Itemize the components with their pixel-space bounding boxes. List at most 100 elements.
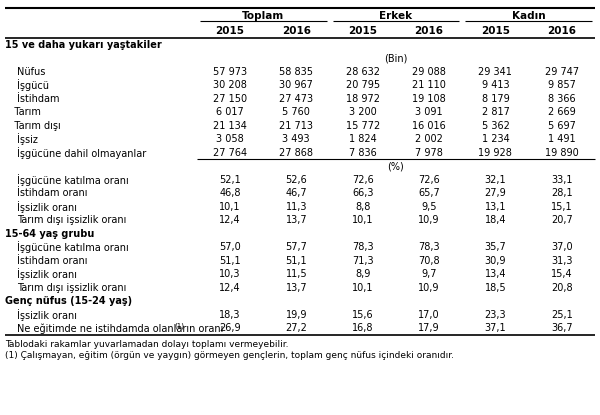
Text: 30,9: 30,9: [485, 256, 506, 266]
Text: 10,1: 10,1: [352, 215, 373, 225]
Text: İşgücüne katılma oranı: İşgücüne katılma oranı: [17, 241, 129, 253]
Text: 46,7: 46,7: [286, 188, 307, 198]
Text: 27 868: 27 868: [280, 148, 313, 158]
Text: 10,9: 10,9: [418, 283, 440, 293]
Text: 28,1: 28,1: [551, 188, 572, 198]
Text: 20 795: 20 795: [346, 80, 380, 90]
Text: 2 817: 2 817: [482, 107, 509, 117]
Text: 2016: 2016: [282, 26, 311, 36]
Text: 17,0: 17,0: [418, 310, 440, 320]
Text: Ne eğitimde ne istihdamda olanların oranı: Ne eğitimde ne istihdamda olanların oran…: [17, 323, 223, 334]
Text: 9,7: 9,7: [421, 269, 437, 279]
Text: 57,0: 57,0: [219, 242, 241, 252]
Text: Genç nüfus (15-24 yaş): Genç nüfus (15-24 yaş): [5, 296, 132, 306]
Text: İşgücüne katılma oranı: İşgücüne katılma oranı: [17, 174, 129, 186]
Text: 18,3: 18,3: [219, 310, 241, 320]
Text: Tarım dışı işsizlik oranı: Tarım dışı işsizlik oranı: [17, 283, 127, 293]
Text: Tarım dışı işsizlik oranı: Tarım dışı işsizlik oranı: [17, 215, 127, 225]
Text: 2015: 2015: [481, 26, 510, 36]
Text: İstihdam oranı: İstihdam oranı: [17, 256, 88, 266]
Text: 9 413: 9 413: [482, 80, 509, 90]
Text: 13,7: 13,7: [286, 215, 307, 225]
Text: 32,1: 32,1: [485, 175, 506, 185]
Text: 5 697: 5 697: [548, 121, 576, 131]
Text: (Bin): (Bin): [384, 53, 407, 63]
Text: 30 208: 30 208: [213, 80, 247, 90]
Text: 11,5: 11,5: [286, 269, 307, 279]
Text: Nüfus: Nüfus: [17, 67, 46, 77]
Text: 19 928: 19 928: [479, 148, 512, 158]
Text: 18,4: 18,4: [485, 215, 506, 225]
Text: 29 341: 29 341: [479, 67, 512, 77]
Text: 26,9: 26,9: [219, 323, 241, 333]
Text: 7 978: 7 978: [415, 148, 443, 158]
Text: 1 491: 1 491: [548, 134, 575, 144]
Text: 10,9: 10,9: [418, 215, 440, 225]
Text: 8 179: 8 179: [482, 94, 509, 104]
Text: 51,1: 51,1: [219, 256, 241, 266]
Text: İşsizlik oranı: İşsizlik oranı: [17, 309, 77, 321]
Text: 15 772: 15 772: [346, 121, 380, 131]
Text: (%): (%): [388, 161, 404, 171]
Text: Kadın: Kadın: [512, 11, 545, 21]
Text: 51,1: 51,1: [286, 256, 307, 266]
Text: 36,7: 36,7: [551, 323, 572, 333]
Text: 9,5: 9,5: [421, 202, 437, 212]
Text: 27 150: 27 150: [213, 94, 247, 104]
Text: 35,7: 35,7: [485, 242, 506, 252]
Text: 30 967: 30 967: [280, 80, 313, 90]
Text: 27,2: 27,2: [286, 323, 307, 333]
Text: 78,3: 78,3: [352, 242, 373, 252]
Text: 29 747: 29 747: [545, 67, 579, 77]
Text: 13,7: 13,7: [286, 283, 307, 293]
Text: İşgücü: İşgücü: [17, 79, 49, 91]
Text: 10,1: 10,1: [352, 283, 373, 293]
Text: 9 857: 9 857: [548, 80, 576, 90]
Text: 28 632: 28 632: [346, 67, 380, 77]
Text: 57 973: 57 973: [213, 67, 247, 77]
Text: 11,3: 11,3: [286, 202, 307, 212]
Text: 20,8: 20,8: [551, 283, 572, 293]
Text: 65,7: 65,7: [418, 188, 440, 198]
Text: Tarım dışı: Tarım dışı: [5, 121, 61, 131]
Text: 46,8: 46,8: [219, 188, 241, 198]
Text: 15,6: 15,6: [352, 310, 373, 320]
Text: 71,3: 71,3: [352, 256, 373, 266]
Text: 58 835: 58 835: [280, 67, 313, 77]
Text: 3 091: 3 091: [415, 107, 443, 117]
Text: 13,4: 13,4: [485, 269, 506, 279]
Text: 2015: 2015: [215, 26, 244, 36]
Text: 16 016: 16 016: [412, 121, 446, 131]
Text: 72,6: 72,6: [418, 175, 440, 185]
Text: İşsiz: İşsiz: [17, 133, 38, 145]
Text: (1): (1): [175, 322, 185, 329]
Text: İstihdam: İstihdam: [17, 94, 59, 104]
Text: 78,3: 78,3: [418, 242, 440, 252]
Text: 29 088: 29 088: [412, 67, 446, 77]
Text: 10,3: 10,3: [219, 269, 241, 279]
Text: İstihdam oranı: İstihdam oranı: [17, 188, 88, 198]
Text: 2016: 2016: [547, 26, 577, 36]
Text: 13,1: 13,1: [485, 202, 506, 212]
Text: Erkek: Erkek: [379, 11, 412, 21]
Text: 52,6: 52,6: [286, 175, 307, 185]
Text: 23,3: 23,3: [485, 310, 506, 320]
Text: İşgücüne dahil olmayanlar: İşgücüne dahil olmayanlar: [17, 147, 146, 159]
Text: 12,4: 12,4: [219, 283, 241, 293]
Text: 1 234: 1 234: [482, 134, 509, 144]
Text: 15 ve daha yukarı yaştakiler: 15 ve daha yukarı yaştakiler: [5, 40, 162, 50]
Text: 2015: 2015: [348, 26, 377, 36]
Text: 66,3: 66,3: [352, 188, 373, 198]
Text: 20,7: 20,7: [551, 215, 572, 225]
Text: 19 108: 19 108: [412, 94, 446, 104]
Text: 72,6: 72,6: [352, 175, 374, 185]
Text: 5 760: 5 760: [283, 107, 310, 117]
Text: 2 669: 2 669: [548, 107, 575, 117]
Text: 8,8: 8,8: [355, 202, 370, 212]
Text: 17,9: 17,9: [418, 323, 440, 333]
Text: 19,9: 19,9: [286, 310, 307, 320]
Text: İşsizlik oranı: İşsizlik oranı: [17, 268, 77, 280]
Text: 8 366: 8 366: [548, 94, 575, 104]
Text: Tarım: Tarım: [5, 107, 41, 117]
Text: 25,1: 25,1: [551, 310, 572, 320]
